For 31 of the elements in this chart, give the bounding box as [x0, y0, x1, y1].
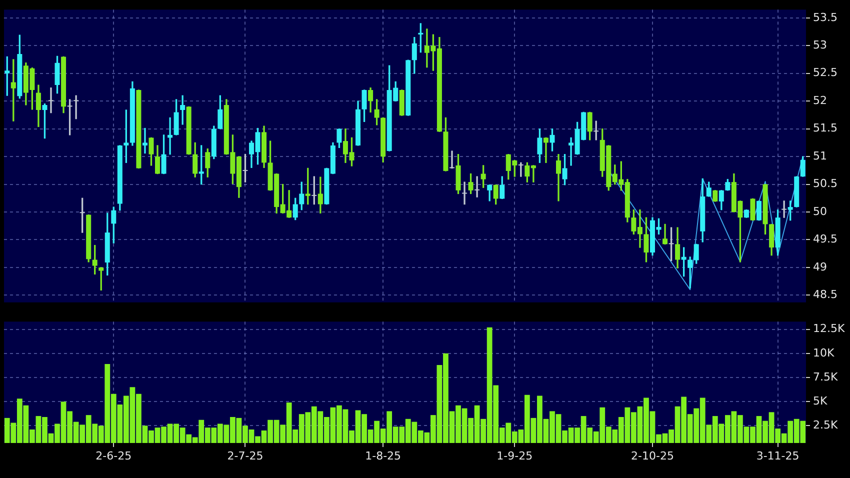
- candlestick: [782, 200, 787, 218]
- x-tick-label: 3-11-25: [756, 449, 800, 462]
- y-tick-label: 5K: [813, 394, 828, 408]
- y-tick-label: 53.5: [813, 10, 838, 24]
- y-tick-label: 53: [813, 38, 827, 52]
- y-tick-label: 52: [813, 94, 827, 107]
- y-tick-label: 50.5: [813, 177, 838, 190]
- y-tick-label: 49: [813, 260, 827, 274]
- candlestick: [74, 95, 79, 120]
- y-tick-label: 50: [813, 204, 827, 218]
- x-tick-label: 1-9-25: [496, 449, 533, 462]
- x-tick-label: 2-6-25: [96, 449, 132, 462]
- candlestick: [474, 176, 480, 198]
- y-tick-label: 49.5: [813, 232, 838, 246]
- y-tick-label: 2.5K: [813, 418, 838, 432]
- candlestick: [449, 150, 454, 169]
- candlestick: [462, 182, 468, 205]
- x-tick-label: 2-7-25: [227, 449, 264, 462]
- y-tick-label: 48.5: [813, 288, 838, 302]
- candlestick: [48, 87, 54, 114]
- y-tick-label: 10K: [813, 346, 835, 360]
- y-tick-label: 12.5K: [813, 322, 846, 336]
- y-tick-label: 7.5K: [813, 370, 838, 384]
- y-tick-label: 51: [813, 149, 827, 162]
- candlestick: [180, 95, 186, 125]
- y-tick-label: 52.5: [813, 66, 838, 80]
- x-tick-label: 1-8-25: [365, 449, 402, 462]
- candlestick: [543, 137, 548, 163]
- y-tick-label: 51.5: [813, 122, 838, 135]
- candlestick: [142, 128, 148, 154]
- x-tick-label: 2-10-25: [631, 449, 674, 462]
